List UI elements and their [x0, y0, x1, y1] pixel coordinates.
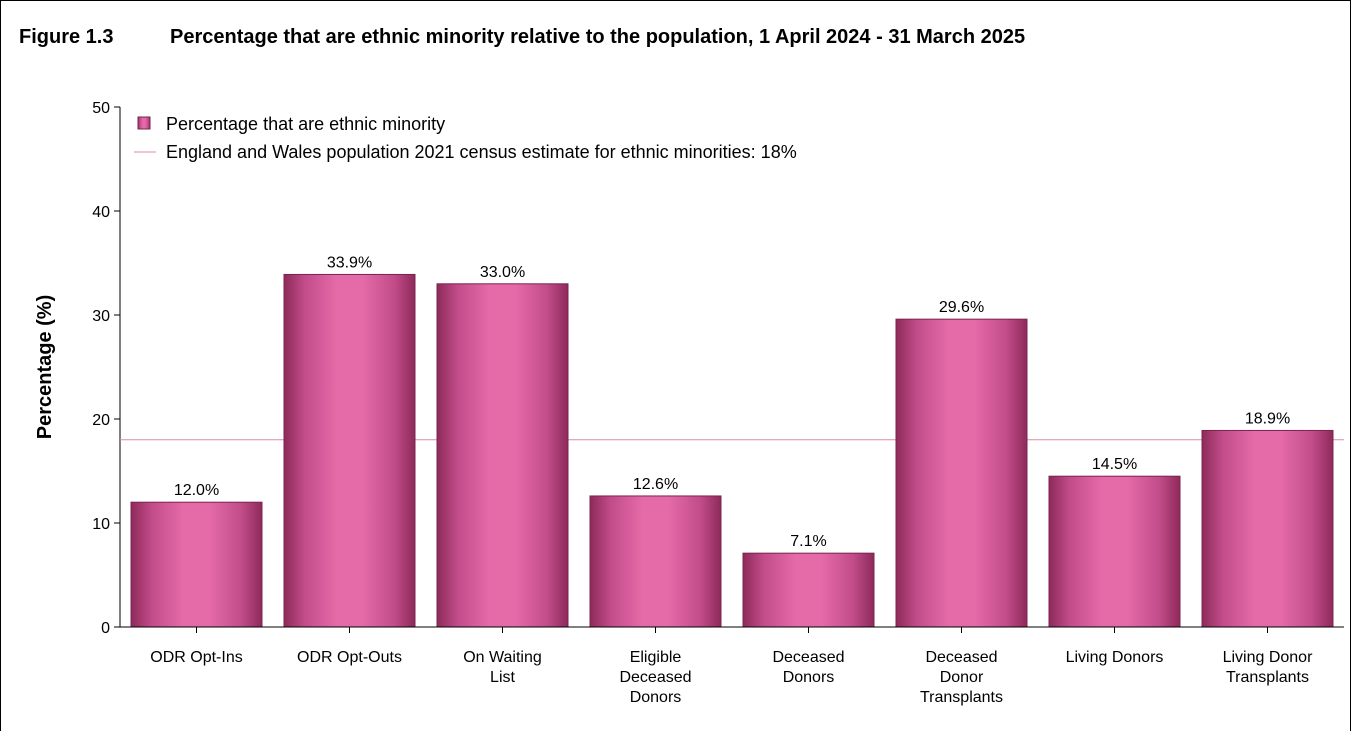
data-label: 33.9% — [327, 254, 372, 271]
y-tick-label: 20 — [92, 412, 110, 429]
x-tick-label: Transplants — [920, 689, 1003, 706]
data-label: 12.0% — [174, 482, 219, 499]
x-tick-label: Donors — [630, 689, 682, 706]
x-tick-label: Deceased — [619, 669, 691, 686]
y-axis-title: Percentage (%) — [34, 295, 56, 440]
legend-swatch-bars — [137, 116, 151, 130]
bar — [283, 273, 416, 628]
x-tick-label: ODR Opt-Ins — [150, 649, 242, 666]
data-label: 12.6% — [633, 476, 678, 493]
bar — [1201, 429, 1334, 628]
legend-label-bars: Percentage that are ethnic minority — [166, 114, 445, 134]
chart-title: Percentage that are ethnic minority rela… — [170, 26, 1026, 48]
y-tick-label: 0 — [101, 620, 110, 637]
bar — [1048, 475, 1181, 628]
y-tick-label: 30 — [92, 308, 110, 325]
x-tick-label: Deceased — [772, 649, 844, 666]
x-tick-label: On Waiting — [463, 649, 542, 666]
data-label: 33.0% — [480, 264, 525, 281]
legend-label-line: England and Wales population 2021 census… — [166, 142, 797, 162]
x-tick-label: Living Donor — [1223, 649, 1314, 666]
x-axis: ODR Opt-Ins ODR Opt-Outs On Waiting List Eli… — [120, 626, 1344, 706]
y-axis: 0 10 20 30 40 50 Percentage (%) — [34, 100, 121, 637]
x-tick-label: Living Donors — [1066, 649, 1164, 666]
figure-number: Figure 1.3 — [19, 26, 114, 48]
bar — [436, 283, 569, 628]
x-tick-label: Transplants — [1226, 669, 1309, 686]
data-label: 29.6% — [939, 299, 984, 316]
legend: Percentage that are ethnic minority Engla… — [134, 114, 797, 162]
data-label: 18.9% — [1245, 410, 1290, 427]
bar — [742, 552, 875, 628]
bar — [130, 501, 263, 628]
bar — [589, 495, 722, 628]
x-tick-label: Eligible — [630, 649, 682, 666]
data-label: 14.5% — [1092, 456, 1137, 473]
y-tick-label: 40 — [92, 204, 110, 221]
x-tick-label: ODR Opt-Outs — [297, 649, 402, 666]
x-tick-label: List — [490, 669, 515, 686]
x-tick-label: Deceased — [925, 649, 997, 666]
x-tick-label: Donor — [940, 669, 984, 686]
bar — [895, 318, 1028, 628]
y-tick-label: 10 — [92, 516, 110, 533]
y-tick-label: 50 — [92, 100, 110, 117]
x-tick-label: Donors — [783, 669, 835, 686]
data-label: 7.1% — [790, 533, 826, 550]
bars: 12.0% 33.9% 33.0% 12.6% 7.1% 29.6% 14.5% 18.9% — [130, 254, 1334, 628]
